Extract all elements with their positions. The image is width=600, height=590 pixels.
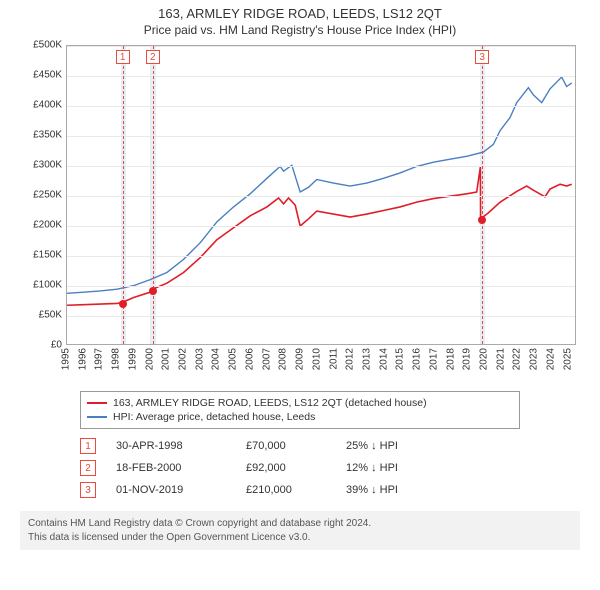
plot-area: 1 2 3	[66, 45, 576, 345]
footer-line: Contains HM Land Registry data © Crown c…	[28, 517, 572, 531]
x-tick-label: 2006	[244, 348, 255, 370]
y-tick-label: £400K	[33, 100, 62, 111]
footer-line: This data is licensed under the Open Gov…	[28, 531, 572, 545]
y-tick-label: £500K	[33, 40, 62, 51]
sale-delta: 39% ↓ HPI	[346, 484, 436, 496]
x-tick-label: 1997	[94, 348, 105, 370]
x-tick-label: 2017	[428, 348, 439, 370]
sale-badge: 2	[80, 460, 96, 476]
grid-line	[67, 106, 575, 107]
legend-swatch	[87, 402, 107, 404]
y-tick-label: £300K	[33, 160, 62, 171]
grid-line	[67, 196, 575, 197]
grid-line	[67, 46, 575, 47]
grid-line	[67, 256, 575, 257]
sale-badge: 1	[80, 438, 96, 454]
x-tick-label: 2019	[462, 348, 473, 370]
y-tick-label: £200K	[33, 220, 62, 231]
sale-row: 3 01-NOV-2019 £210,000 39% ↓ HPI	[80, 479, 520, 501]
legend: 163, ARMLEY RIDGE ROAD, LEEDS, LS12 2QT …	[80, 391, 520, 429]
sale-marker-label: 2	[146, 50, 160, 64]
sale-date: 30-APR-1998	[116, 440, 226, 452]
grid-line	[67, 316, 575, 317]
series-hpi	[67, 77, 572, 293]
x-tick-label: 2022	[512, 348, 523, 370]
grid-line	[67, 286, 575, 287]
sale-dot	[119, 300, 127, 308]
y-tick-label: £250K	[33, 190, 62, 201]
x-tick-label: 2010	[311, 348, 322, 370]
sale-row: 2 18-FEB-2000 £92,000 12% ↓ HPI	[80, 457, 520, 479]
legend-item: HPI: Average price, detached house, Leed…	[87, 410, 513, 424]
chart: £0£50K£100K£150K£200K£250K£300K£350K£400…	[20, 45, 580, 385]
grid-line	[67, 136, 575, 137]
x-tick-label: 2018	[445, 348, 456, 370]
sale-price: £92,000	[246, 462, 326, 474]
x-tick-label: 2009	[295, 348, 306, 370]
x-tick-label: 2008	[278, 348, 289, 370]
x-tick-label: 2021	[495, 348, 506, 370]
sale-delta: 25% ↓ HPI	[346, 440, 436, 452]
sales-table: 1 30-APR-1998 £70,000 25% ↓ HPI 2 18-FEB…	[80, 435, 520, 501]
legend-swatch	[87, 416, 107, 418]
sale-vline	[153, 46, 154, 344]
x-tick-label: 2016	[412, 348, 423, 370]
y-axis: £0£50K£100K£150K£200K£250K£300K£350K£400…	[20, 45, 66, 345]
sale-delta: 12% ↓ HPI	[346, 462, 436, 474]
sale-vline	[482, 46, 483, 344]
sale-marker-label: 1	[116, 50, 130, 64]
y-tick-label: £100K	[33, 280, 62, 291]
x-tick-label: 2007	[261, 348, 272, 370]
x-tick-label: 2013	[361, 348, 372, 370]
x-tick-label: 2020	[479, 348, 490, 370]
y-tick-label: £50K	[39, 310, 62, 321]
series-price_paid	[67, 167, 572, 305]
legend-label: 163, ARMLEY RIDGE ROAD, LEEDS, LS12 2QT …	[113, 397, 427, 409]
sale-date: 18-FEB-2000	[116, 462, 226, 474]
grid-line	[67, 166, 575, 167]
x-tick-label: 2012	[345, 348, 356, 370]
sale-badge: 3	[80, 482, 96, 498]
x-tick-label: 2024	[545, 348, 556, 370]
y-tick-label: £350K	[33, 130, 62, 141]
x-tick-label: 1995	[61, 348, 72, 370]
x-tick-label: 1999	[127, 348, 138, 370]
x-tick-label: 2015	[395, 348, 406, 370]
sale-row: 1 30-APR-1998 £70,000 25% ↓ HPI	[80, 435, 520, 457]
legend-item: 163, ARMLEY RIDGE ROAD, LEEDS, LS12 2QT …	[87, 396, 513, 410]
x-tick-label: 2002	[178, 348, 189, 370]
grid-line	[67, 76, 575, 77]
attribution-footer: Contains HM Land Registry data © Crown c…	[20, 511, 580, 550]
sale-date: 01-NOV-2019	[116, 484, 226, 496]
x-tick-label: 1996	[77, 348, 88, 370]
grid-line	[67, 226, 575, 227]
series-layer	[67, 46, 575, 344]
sale-dot	[149, 287, 157, 295]
x-tick-label: 1998	[111, 348, 122, 370]
x-axis: 1995199619971998199920002001200220032004…	[66, 345, 576, 385]
x-tick-label: 2014	[378, 348, 389, 370]
sale-dot	[478, 216, 486, 224]
x-tick-label: 2004	[211, 348, 222, 370]
x-tick-label: 2011	[328, 348, 339, 370]
sale-price: £70,000	[246, 440, 326, 452]
sale-marker-label: 3	[475, 50, 489, 64]
y-tick-label: £150K	[33, 250, 62, 261]
x-tick-label: 2023	[529, 348, 540, 370]
x-tick-label: 2003	[194, 348, 205, 370]
legend-label: HPI: Average price, detached house, Leed…	[113, 411, 315, 423]
chart-subtitle: Price paid vs. HM Land Registry's House …	[0, 21, 600, 45]
x-tick-label: 2025	[562, 348, 573, 370]
x-tick-label: 2005	[228, 348, 239, 370]
y-tick-label: £450K	[33, 70, 62, 81]
chart-title: 163, ARMLEY RIDGE ROAD, LEEDS, LS12 2QT	[0, 0, 600, 21]
sale-price: £210,000	[246, 484, 326, 496]
x-tick-label: 2001	[161, 348, 172, 370]
x-tick-label: 2000	[144, 348, 155, 370]
